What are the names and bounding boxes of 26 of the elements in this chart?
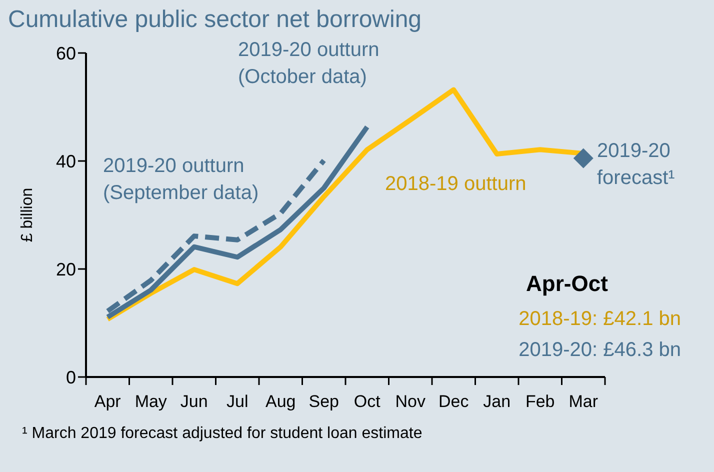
series-label: 2019-20 outturn (September data)	[103, 155, 259, 204]
x-tick-label: Apr	[94, 392, 122, 411]
x-tick-label: Jan	[483, 392, 511, 411]
annotation: Apr-Oct	[526, 271, 609, 296]
y-tick-label: 40	[56, 151, 76, 172]
x-tick-label: Sep	[308, 392, 339, 411]
annotation: 2018-19: £42.1 bn	[518, 308, 681, 330]
x-tick-label: Oct	[354, 392, 381, 411]
series-label: 2018-19 outturn	[385, 173, 526, 195]
y-axis-title: £ billion	[19, 188, 36, 242]
x-tick-label: Jul	[226, 392, 248, 411]
y-tick-label: 60	[56, 43, 76, 64]
chart-title: Cumulative public sector net borrowing	[8, 6, 422, 33]
y-tick-label: 0	[66, 367, 76, 388]
y-tick-label: 20	[56, 259, 76, 280]
annotation: 2019-20: £46.3 bn	[518, 339, 681, 361]
x-tick-label: May	[134, 392, 168, 411]
text: 2019-20 outturn (October data)	[238, 39, 380, 88]
x-tick-label: Dec	[438, 392, 470, 411]
x-tick-label: Nov	[395, 392, 426, 411]
x-tick-label: Feb	[525, 392, 555, 411]
x-tick-label: Jun	[180, 392, 208, 411]
x-tick-label: Aug	[266, 392, 296, 411]
text: ¹ March 2019 forecast adjusted for student loan estimate	[22, 425, 422, 442]
series-label: 2019-20 forecast¹	[597, 140, 676, 189]
x-tick-label: Mar	[568, 392, 598, 411]
